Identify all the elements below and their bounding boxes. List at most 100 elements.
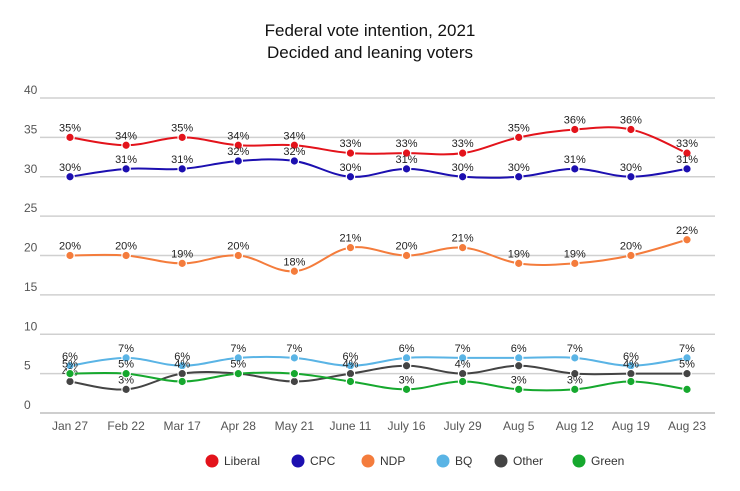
legend-label-bq: BQ (455, 454, 472, 468)
data-point-other[interactable] (65, 376, 75, 387)
grid (40, 97, 715, 414)
data-point-other[interactable] (121, 384, 131, 395)
data-point-green[interactable] (401, 384, 412, 395)
data-point-ndp[interactable] (121, 250, 131, 261)
data-point-liberal[interactable] (570, 124, 580, 135)
data-point-ndp[interactable] (233, 250, 244, 261)
data-label-ndp: 19% (508, 248, 530, 260)
data-point-ndp[interactable] (626, 250, 636, 261)
data-label-other: 5% (679, 359, 695, 371)
data-point-bq[interactable] (457, 353, 468, 363)
chart-subtitle: Decided and leaning voters (267, 43, 473, 62)
data-label-green: 3% (511, 374, 527, 386)
data-point-green[interactable] (345, 376, 356, 387)
data-point-other[interactable] (457, 368, 468, 379)
data-label-other: 4% (174, 359, 190, 371)
data-point-other[interactable] (177, 368, 187, 379)
data-point-ndp[interactable] (289, 266, 300, 277)
y-tick-label: 35 (24, 122, 38, 136)
data-point-ndp[interactable] (457, 242, 468, 253)
legend-item-cpc[interactable]: CPC (291, 454, 336, 468)
data-point-cpc[interactable] (682, 164, 692, 174)
data-point-cpc[interactable] (626, 171, 636, 182)
data-label-liberal: 34% (283, 130, 305, 142)
data-label-ndp: 20% (227, 241, 249, 253)
legend-item-other[interactable]: Other (494, 454, 544, 468)
data-point-green[interactable] (626, 376, 636, 387)
data-point-liberal[interactable] (233, 140, 244, 151)
data-label-liberal: 33% (396, 138, 418, 150)
data-label-liberal: 34% (115, 130, 137, 142)
data-point-cpc[interactable] (289, 156, 300, 166)
data-point-green[interactable] (65, 368, 75, 379)
data-point-cpc[interactable] (513, 171, 524, 182)
data-point-green[interactable] (513, 384, 524, 395)
data-point-green[interactable] (121, 368, 131, 379)
data-point-other[interactable] (289, 376, 300, 387)
data-point-cpc[interactable] (345, 171, 356, 182)
data-point-cpc[interactable] (457, 171, 468, 182)
data-point-bq[interactable] (289, 353, 300, 363)
data-point-other[interactable] (570, 368, 580, 379)
data-point-cpc[interactable] (401, 164, 412, 174)
data-point-cpc[interactable] (233, 156, 244, 166)
data-label-cpc: 30% (508, 162, 530, 174)
series-green: 5% 5% 3% 3% 3% (62, 359, 692, 395)
data-point-liberal[interactable] (177, 132, 187, 143)
data-point-bq[interactable] (682, 353, 692, 363)
data-point-cpc[interactable] (121, 164, 131, 174)
data-point-bq[interactable] (513, 353, 524, 363)
data-point-ndp[interactable] (570, 258, 580, 269)
data-point-bq[interactable] (570, 353, 580, 363)
series-line-liberal (69, 126, 688, 156)
chart-title: Federal vote intention, 2021 (265, 21, 476, 40)
data-point-other[interactable] (626, 368, 636, 379)
y-tick-label: 5 (24, 359, 31, 373)
data-point-ndp[interactable] (65, 250, 75, 261)
y-tick-label: 10 (24, 319, 38, 333)
data-point-cpc[interactable] (177, 164, 187, 174)
data-label-cpc: 30% (59, 162, 81, 174)
legend-label-green: Green (591, 454, 624, 468)
data-point-bq[interactable] (121, 353, 131, 363)
data-point-cpc[interactable] (570, 164, 580, 174)
data-point-bq[interactable] (233, 353, 244, 363)
data-point-green[interactable] (289, 368, 300, 379)
data-point-green[interactable] (457, 376, 468, 387)
data-point-other[interactable] (682, 368, 692, 379)
data-point-ndp[interactable] (513, 258, 524, 269)
data-point-liberal[interactable] (682, 148, 692, 158)
data-point-liberal[interactable] (457, 148, 468, 158)
data-point-liberal[interactable] (401, 148, 412, 158)
data-point-ndp[interactable] (177, 258, 187, 269)
data-point-ndp[interactable] (345, 242, 356, 253)
legend-item-ndp[interactable]: NDP (361, 454, 406, 468)
data-point-liberal[interactable] (121, 140, 131, 151)
data-label-bq: 6% (399, 343, 415, 355)
data-point-other[interactable] (401, 360, 412, 371)
x-tick-label: Apr 28 (221, 419, 257, 433)
data-point-other[interactable] (513, 360, 524, 371)
data-point-liberal[interactable] (345, 148, 356, 158)
legend-item-bq[interactable]: BQ (436, 454, 473, 468)
legend-item-green[interactable]: Green (572, 454, 625, 468)
data-point-green[interactable] (233, 368, 244, 379)
data-label-other: 4% (455, 359, 471, 371)
data-point-liberal[interactable] (626, 124, 636, 135)
data-point-liberal[interactable] (65, 132, 75, 143)
data-point-ndp[interactable] (401, 250, 412, 261)
y-tick-label: 40 (24, 83, 38, 97)
data-label-cpc: 30% (452, 162, 474, 174)
data-point-cpc[interactable] (65, 171, 75, 182)
data-point-bq[interactable] (401, 353, 412, 363)
data-point-other[interactable] (345, 368, 356, 379)
data-point-green[interactable] (177, 376, 187, 387)
data-point-green[interactable] (570, 384, 580, 395)
data-label-bq: 6% (623, 351, 639, 363)
data-point-ndp[interactable] (682, 234, 692, 245)
data-point-green[interactable] (682, 384, 692, 395)
data-point-liberal[interactable] (289, 140, 300, 151)
data-point-liberal[interactable] (513, 132, 524, 143)
data-label-ndp: 19% (564, 248, 586, 260)
legend-item-liberal[interactable]: Liberal (205, 454, 261, 468)
